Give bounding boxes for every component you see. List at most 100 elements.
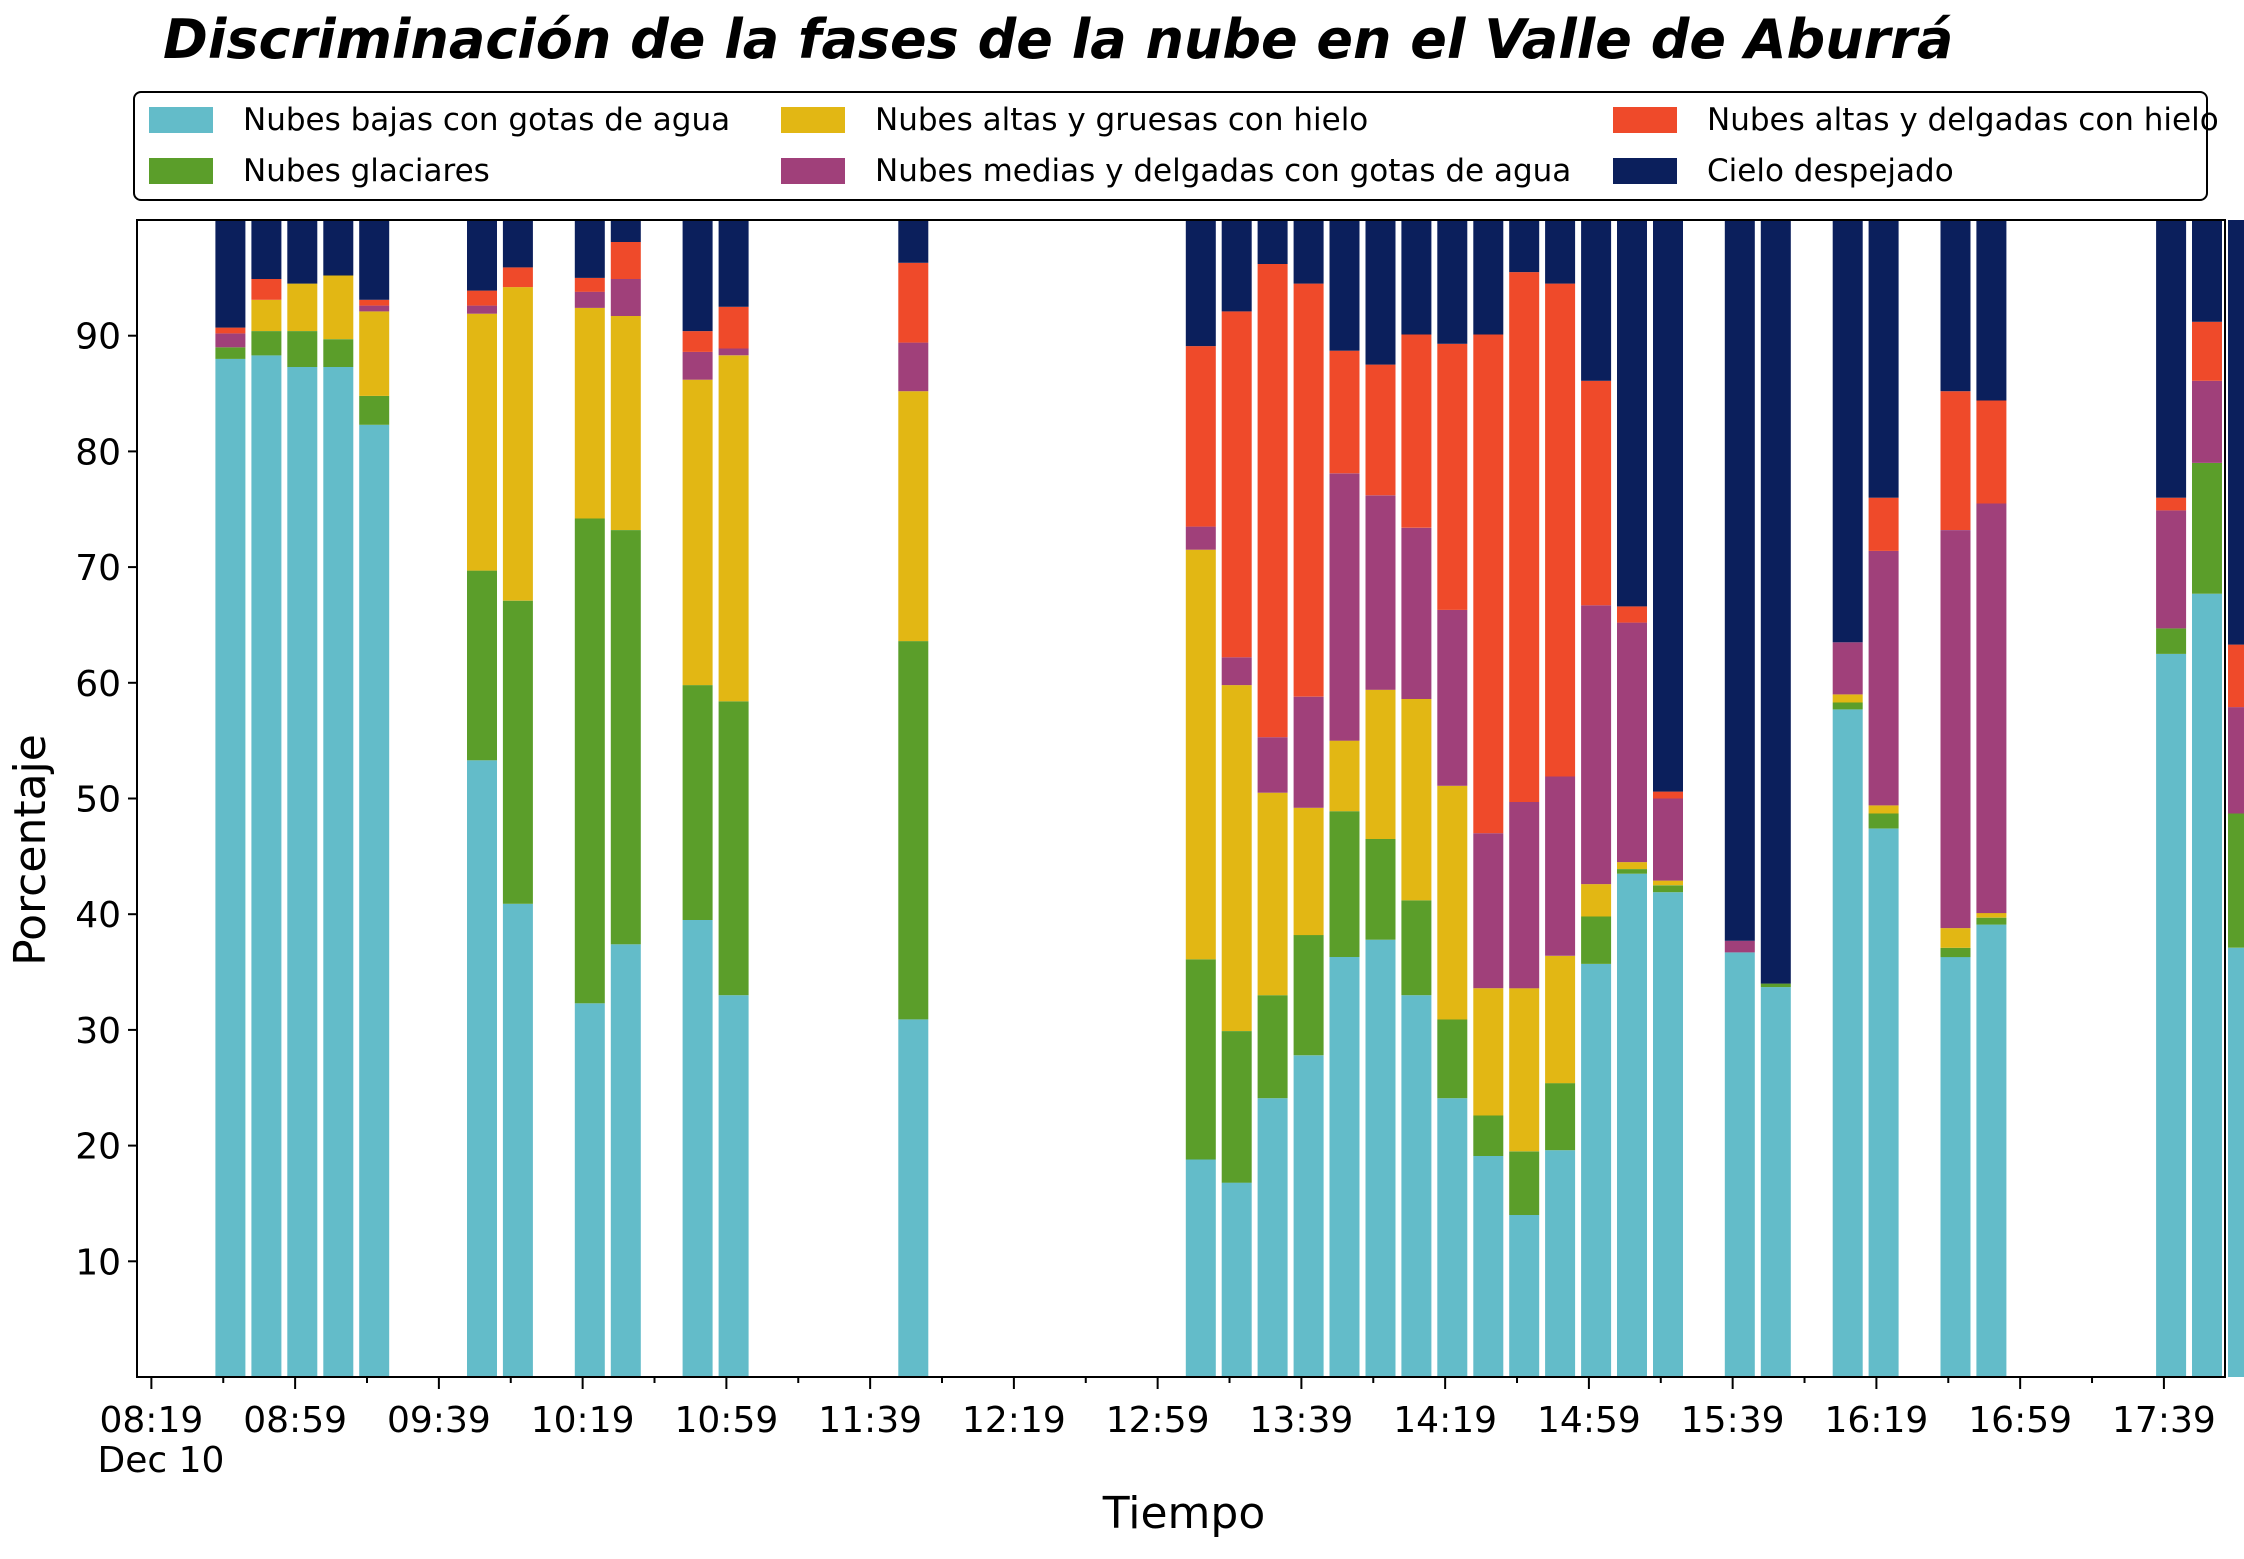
bar-segment [1401, 527, 1432, 699]
bar-segment [898, 220, 929, 263]
axes-layer: 10 20 30 40 50 60 70 80 90 08:19 08:59 09:39 10:19 10… [75, 219, 2226, 1441]
bar-segment [467, 760, 497, 1377]
legend-label: Nubes bajas con gotas de agua [243, 102, 731, 138]
y-tick-label: 20 [75, 1127, 121, 1168]
bar-segment [2192, 220, 2222, 322]
x-tick-label: 14:59 [1537, 1400, 1641, 1441]
bar-segment [1329, 350, 1360, 474]
bar-segment [574, 1003, 605, 1377]
bar-segment [467, 305, 497, 314]
bar-segment [1329, 957, 1360, 1377]
bar-segment [1329, 740, 1360, 812]
x-tick-label: 10:59 [675, 1400, 779, 1441]
bar-segment [1437, 343, 1468, 610]
bar-segment [359, 395, 390, 425]
bar-segment [1976, 913, 2007, 918]
bar-segment [215, 327, 246, 334]
plot-frame [136, 219, 2226, 1378]
bar-segment [1221, 657, 1252, 686]
bar-segment [1581, 220, 1612, 381]
bar-segment [1185, 346, 1216, 527]
bar-segment [1365, 689, 1396, 839]
bar-segment [1581, 964, 1612, 1377]
legend-label: Nubes medias y delgadas con gotas de agu… [875, 153, 1572, 189]
bar-segment [1365, 495, 1396, 690]
legend-item: Nubes medias y delgadas con gotas de agu… [781, 151, 1571, 191]
bar-segment [1293, 935, 1324, 1056]
bar-segment [1653, 892, 1683, 1377]
bar-segment [2228, 707, 2244, 814]
bar-segment [1653, 885, 1683, 893]
bar-segment [1940, 391, 1971, 530]
bar-segment [1509, 802, 1540, 989]
bar-segment [323, 220, 354, 276]
bar-segment [1581, 884, 1612, 917]
bar-segment [2192, 463, 2222, 594]
bar-segment [718, 355, 749, 702]
bar-segment [1329, 811, 1360, 957]
bar-segment [287, 366, 318, 1377]
x-tick-label: 08:19 [100, 1400, 204, 1441]
x-tick-label: 08:59 [243, 1400, 347, 1441]
bar-segment [718, 701, 749, 996]
bar-segment [1185, 526, 1216, 550]
bar-segment [287, 220, 318, 284]
x-tick-label: 11:39 [818, 1400, 922, 1441]
bar-segment [610, 530, 641, 945]
bar-segment [1221, 311, 1252, 658]
bar-segment [574, 220, 605, 278]
y-tick-label: 80 [75, 432, 121, 473]
bar-segment [502, 267, 533, 288]
bar-segment [1868, 805, 1899, 814]
bar-segment [574, 518, 605, 1004]
bar-segment [1473, 988, 1504, 1116]
x-date-label: Dec 10 [98, 1440, 225, 1481]
bar-segment [2228, 813, 2244, 948]
bar-segment [359, 220, 390, 300]
bar-segment [215, 333, 246, 348]
bar-segment [1581, 605, 1612, 885]
bar-segment [1760, 987, 1791, 1377]
bar-segment [610, 944, 641, 1377]
bar-segment [1617, 862, 1647, 869]
bar-segment [2156, 653, 2187, 1377]
bar-segment [1545, 955, 1576, 1084]
x-axis-label: Tiempo [1102, 1488, 1266, 1539]
bar-segment [1365, 939, 1396, 1377]
bar-segment [1437, 220, 1468, 344]
bar-segment [1365, 839, 1396, 940]
bar-segment [1545, 1150, 1576, 1377]
bar-segment [215, 220, 246, 328]
bar-segment [1976, 400, 2007, 504]
bar-segment [467, 220, 497, 291]
bar-segment [898, 641, 929, 1020]
bar-segment [502, 600, 533, 904]
bar-segment [1724, 220, 1755, 941]
bar-segment [1653, 791, 1683, 799]
bar-segment [1329, 473, 1360, 741]
bar-segment [1832, 702, 1863, 710]
bar-segment [1365, 220, 1396, 365]
bar-segment [1293, 807, 1324, 936]
bar-segment [1365, 364, 1396, 496]
bar-segment [1545, 283, 1576, 777]
x-tick-label: 14:19 [1393, 1400, 1497, 1441]
bar-segment [359, 424, 390, 1377]
bar-segment [1545, 776, 1576, 956]
bar-segment [1760, 220, 1791, 984]
bar-segment [1401, 900, 1432, 996]
bar-segment [718, 306, 749, 349]
legend-label: Nubes altas y gruesas con hielo [875, 102, 1369, 138]
bar-segment [359, 299, 390, 306]
bar-segment [467, 570, 497, 761]
legend-swatch [149, 107, 213, 133]
bar-segment [574, 291, 605, 308]
bars-layer [215, 220, 2244, 1377]
bar-segment [1868, 220, 1899, 498]
bar-segment [1832, 220, 1863, 643]
bar-segment [1617, 606, 1647, 623]
bar-segment [1401, 995, 1432, 1377]
bar-segment [1257, 1098, 1288, 1377]
legend-item: Nubes altas y delgadas con hielo [1613, 100, 2219, 140]
